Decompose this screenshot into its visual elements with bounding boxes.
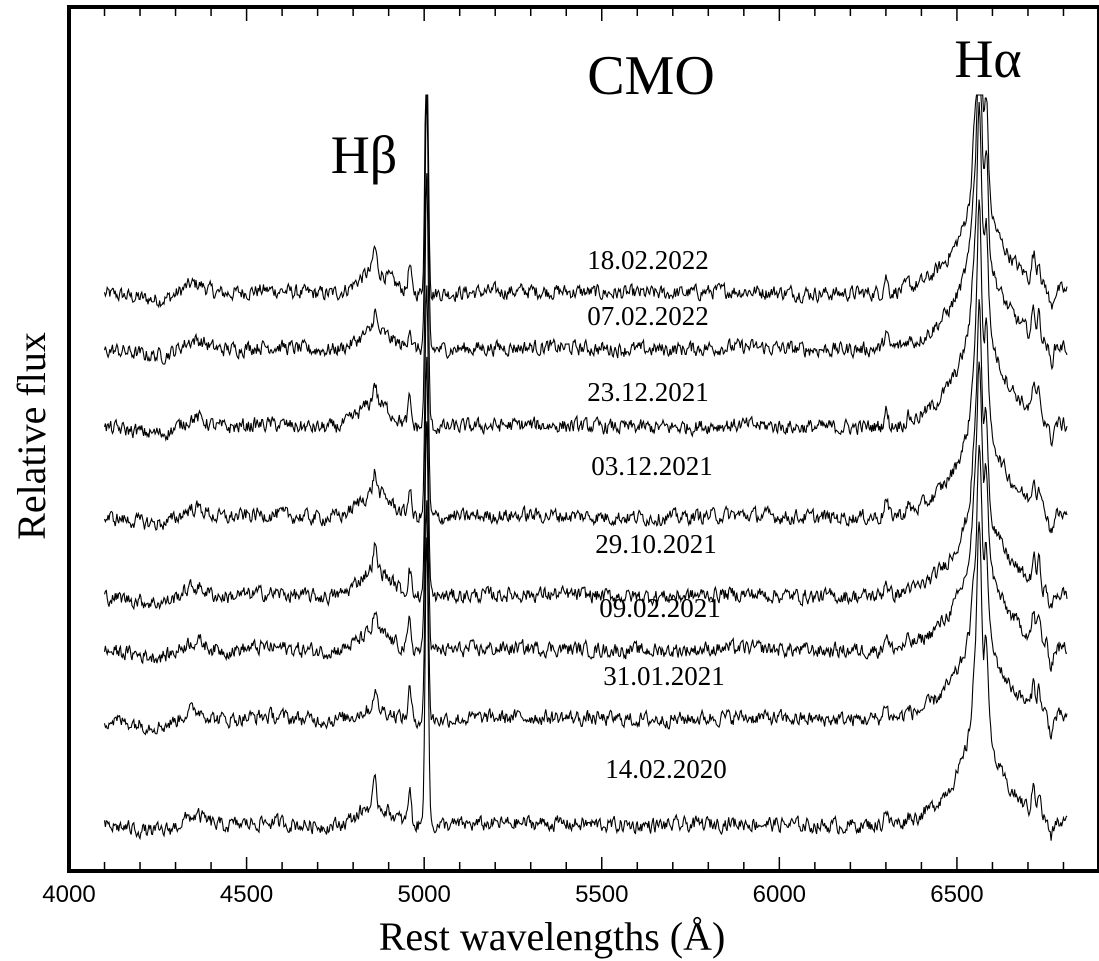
spectrum-07.02.2022 xyxy=(103,94,1068,371)
chart-title: CMO xyxy=(587,45,715,107)
series-label: 18.02.2022 xyxy=(587,245,709,275)
spectrum-03.12.2021 xyxy=(103,199,1068,534)
y-axis-label: Relative flux xyxy=(9,332,54,540)
spectrum-18.02.2022 xyxy=(103,94,1068,310)
series-label: 29.10.2021 xyxy=(595,529,717,559)
spectra-group xyxy=(103,94,1068,841)
x-axis-label: Rest wavelengths (Å) xyxy=(379,914,726,959)
series-label: 23.12.2021 xyxy=(587,377,709,407)
spectrum-14.02.2020 xyxy=(103,521,1068,841)
series-label: 14.02.2020 xyxy=(605,754,727,784)
spectrum-29.10.2021 xyxy=(103,299,1068,611)
x-tick-label: 6500 xyxy=(930,881,983,908)
x-tick-label: 5000 xyxy=(397,881,450,908)
plot-frame xyxy=(67,5,1099,873)
x-axis-tick-labels: 4000 4500 5000 5500 6000 6500 xyxy=(42,881,983,908)
series-labels: 18.02.2022 07.02.2022 23.12.2021 03.12.2021… xyxy=(587,245,727,784)
x-axis-ticks xyxy=(103,9,1065,869)
x-tick-label: 4000 xyxy=(42,881,95,908)
series-label: 31.01.2021 xyxy=(603,661,725,691)
x-tick-label: 4500 xyxy=(220,881,273,908)
spectrum-31.01.2021 xyxy=(103,444,1068,740)
x-tick-label: 6000 xyxy=(753,881,806,908)
series-label: 09.02.2021 xyxy=(599,593,721,623)
series-label: 07.02.2022 xyxy=(587,301,709,331)
spectrum-23.12.2021 xyxy=(103,101,1068,448)
series-label: 03.12.2021 xyxy=(591,451,713,481)
hbeta-annotation: Hβ xyxy=(331,125,397,185)
halpha-annotation: Hα xyxy=(954,29,1021,89)
spectrum-09.02.2021 xyxy=(103,361,1068,672)
x-tick-label: 5500 xyxy=(575,881,628,908)
